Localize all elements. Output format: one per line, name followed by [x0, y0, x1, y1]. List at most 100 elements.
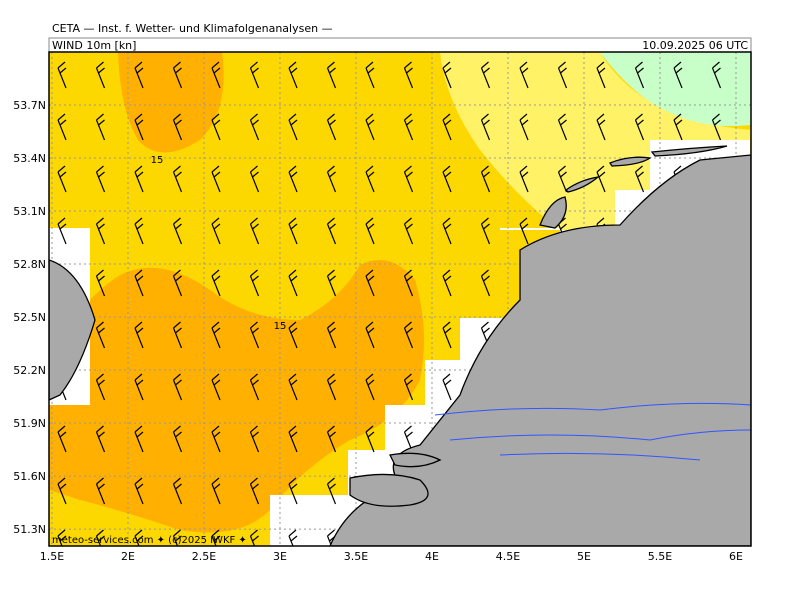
wind-barb — [326, 113, 337, 141]
wind-barb — [442, 61, 452, 89]
lat-tick-label: 52.8N — [13, 258, 46, 271]
wind-barb — [249, 425, 260, 453]
lon-tick-label: 3.5E — [344, 550, 368, 563]
wind-barb — [288, 269, 298, 297]
wind-barb — [95, 61, 106, 89]
lat-tick-label: 53.1N — [13, 205, 46, 218]
wind-barb — [211, 269, 221, 297]
wind-barb — [211, 113, 221, 141]
wind-barb — [57, 165, 67, 193]
wind-barb — [403, 269, 414, 297]
wind-barb — [365, 165, 375, 193]
lon-tick-label: 4E — [425, 550, 439, 563]
wind-barb — [288, 529, 298, 546]
wind-barb — [365, 269, 375, 297]
lat-tick-label: 52.2N — [13, 364, 46, 377]
wind-barb — [557, 61, 568, 89]
wind-barb — [134, 165, 144, 193]
wind-barb — [326, 477, 337, 505]
wind-barb — [288, 425, 298, 453]
wind-barb — [365, 61, 375, 89]
lat-tick-label: 51.6N — [13, 470, 46, 483]
wind-barb — [211, 165, 221, 193]
wind-barb — [288, 321, 298, 349]
wind-barb — [249, 165, 260, 193]
wind-barb — [480, 217, 491, 245]
wind-barb — [57, 529, 67, 546]
wind-barb — [403, 61, 414, 89]
wind-barb — [596, 165, 606, 193]
contour-label: 15 — [274, 321, 287, 332]
wind-barb — [403, 165, 414, 193]
wind-barb — [172, 373, 183, 401]
wind-barb — [365, 321, 375, 349]
wind-barb — [442, 113, 452, 141]
wind-barb — [326, 61, 337, 89]
wind-barb — [95, 321, 106, 349]
lat-tick-label: 53.7N — [13, 99, 46, 112]
wind-barb — [442, 321, 452, 349]
wind-barb — [134, 269, 144, 297]
island — [539, 145, 728, 229]
wind-barb — [442, 165, 452, 193]
wind-barb — [365, 425, 375, 453]
wind-barb — [326, 165, 337, 193]
wind-barb — [95, 217, 106, 245]
wind-barb — [596, 61, 606, 89]
wind-field-strong — [118, 52, 224, 153]
wind-barb — [211, 373, 221, 401]
wind-barb — [57, 425, 67, 453]
wind-barb — [57, 61, 67, 89]
wind-barb — [57, 113, 67, 141]
wind-barb — [249, 321, 260, 349]
wind-barb — [95, 269, 106, 297]
island — [349, 452, 442, 507]
wind-barb — [134, 529, 144, 546]
wind-barb — [403, 373, 414, 401]
wind-barb — [249, 217, 260, 245]
wind-barb — [519, 165, 529, 193]
header-title: CETA — Inst. f. Wetter- und Klimafolgena… — [52, 22, 333, 35]
wind-barb — [442, 269, 452, 297]
land — [49, 259, 96, 401]
lon-tick-label: 6E — [729, 550, 743, 563]
wind-barb — [134, 217, 144, 245]
wind-barb — [442, 373, 452, 401]
wind-barb — [519, 217, 529, 245]
lat-tick-label: 52.5N — [13, 311, 46, 324]
wind-barb — [480, 113, 491, 141]
wind-barb — [673, 113, 683, 141]
wind-barb — [557, 165, 568, 193]
lat-tick-label: 51.3N — [13, 523, 46, 536]
wind-barb — [95, 529, 105, 546]
wind-barb — [365, 373, 375, 401]
wind-barb — [172, 217, 183, 245]
wind-barb — [403, 217, 414, 245]
wind-barb — [634, 61, 645, 89]
wind-barb — [134, 61, 144, 89]
wind-barb — [519, 113, 529, 141]
wind-barb — [95, 425, 106, 453]
wind-barb — [557, 113, 568, 141]
wind-barb — [172, 477, 183, 505]
wind-barb — [134, 477, 144, 505]
wind-barb — [249, 477, 260, 505]
wind-barb — [172, 321, 183, 349]
river — [434, 402, 751, 461]
wind-barb — [57, 477, 67, 505]
wind-barb — [172, 425, 183, 453]
wind-barb — [326, 269, 337, 297]
wind-barb — [288, 217, 298, 245]
wind-barb — [326, 217, 337, 245]
wind-barb — [172, 113, 183, 141]
wind-barb — [211, 477, 221, 505]
plot-area — [49, 52, 751, 546]
wind-barb — [211, 321, 221, 349]
wind-barb — [365, 113, 375, 141]
lon-tick-label: 1.5E — [40, 550, 64, 563]
wind-barb — [211, 217, 221, 245]
wind-barb — [288, 165, 298, 193]
wind-barb — [326, 425, 337, 453]
wind-barb — [172, 529, 182, 546]
